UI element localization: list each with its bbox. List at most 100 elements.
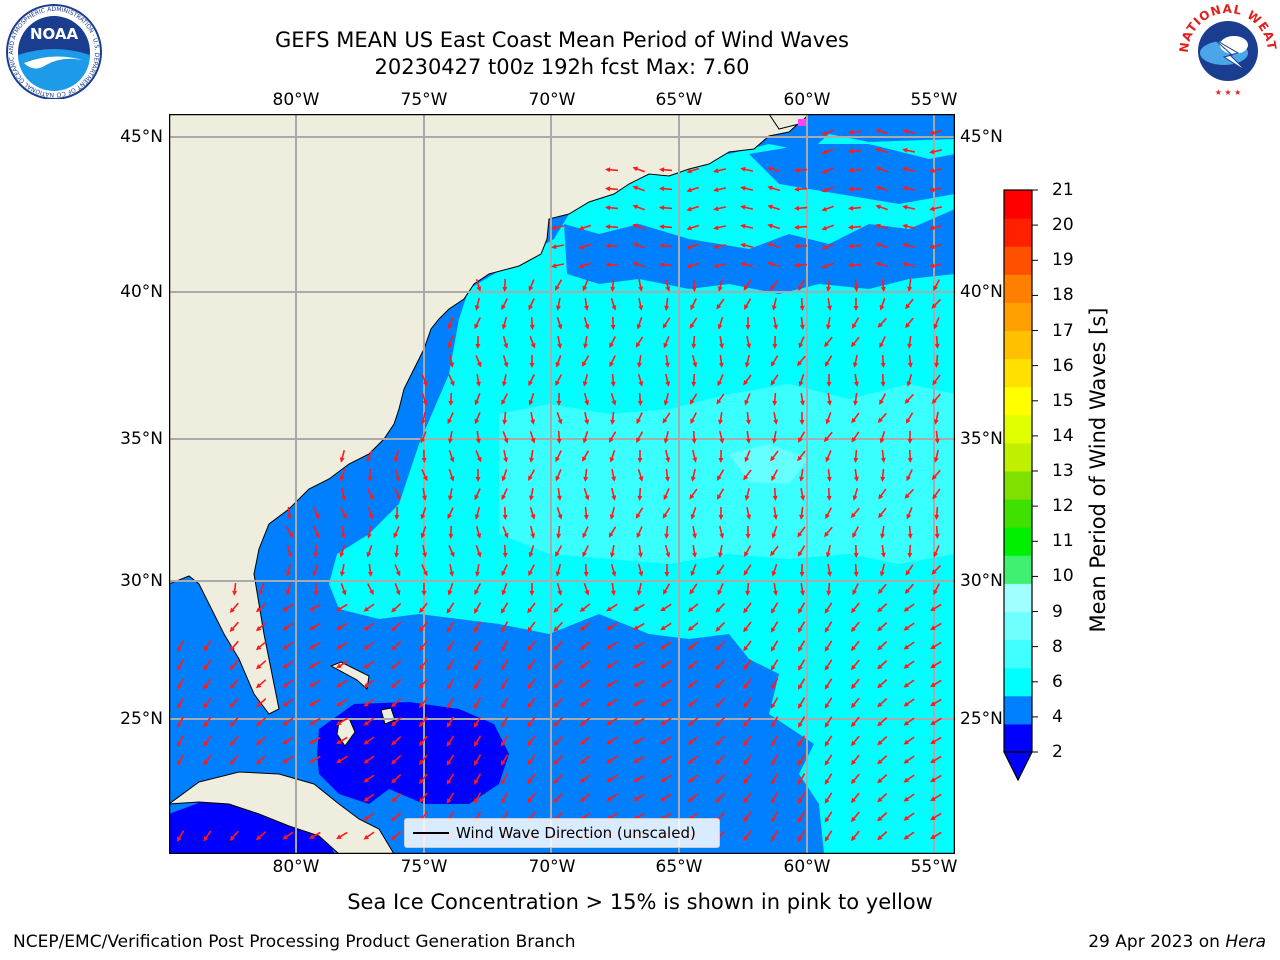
wave-direction-arrow (875, 242, 889, 249)
wave-direction-arrow (203, 697, 212, 709)
wave-direction-arrow (418, 716, 428, 728)
colorbar-band (1004, 358, 1032, 388)
wave-direction-arrow (770, 792, 779, 804)
colorbar-tick-label: 16 (1052, 355, 1074, 376)
wave-direction-arrow (446, 716, 455, 728)
nws-logo: NATIONAL WEATHER SERVICE ★ ★ ★ (1178, 1, 1278, 98)
wave-direction-arrow (743, 792, 752, 804)
wave-direction-arrow (474, 678, 482, 690)
wave-direction-arrow (797, 355, 806, 367)
wave-direction-arrow (229, 602, 239, 613)
wave-direction-arrow (527, 792, 536, 804)
colorbar-tick-label: 9 (1052, 601, 1063, 622)
wave-direction-arrow (743, 640, 752, 652)
wave-direction-arrow (799, 297, 805, 311)
wave-direction-arrow (903, 679, 915, 688)
wave-direction-arrow (611, 487, 617, 501)
wave-direction-arrow (930, 641, 942, 650)
wave-direction-arrow (663, 431, 669, 444)
wave-direction-arrow (556, 392, 562, 406)
wave-direction-arrow (203, 735, 212, 747)
wave-direction-arrow (662, 317, 671, 329)
lon-tick-bottom-60w: 60°W (783, 857, 831, 877)
wave-direction-arrow (713, 206, 727, 212)
wave-direction-arrow (904, 583, 914, 594)
wave-direction-arrow (824, 754, 833, 766)
wave-direction-arrow (877, 317, 887, 328)
wave-direction-arrow (255, 831, 267, 841)
map-legend: Wind Wave Direction (unscaled) (404, 818, 720, 848)
wave-direction-arrow (743, 678, 752, 690)
wave-direction-arrow (529, 449, 534, 463)
wave-direction-arrow (852, 354, 858, 368)
wave-direction-arrow (824, 735, 833, 747)
wave-direction-arrow (905, 564, 914, 576)
wave-direction-arrow (555, 450, 562, 463)
wave-direction-arrow (798, 716, 806, 728)
wave-direction-arrow (584, 297, 589, 311)
wave-direction-arrow (282, 698, 294, 707)
wave-direction-arrow (446, 773, 455, 785)
wave-direction-arrow (502, 278, 508, 292)
wave-direction-arrow (798, 621, 806, 633)
wave-direction-arrow (877, 698, 888, 708)
wave-direction-arrow (637, 563, 644, 577)
lon-tick-top-55w: 55°W (910, 90, 958, 110)
wave-direction-arrow (905, 317, 914, 329)
sea-ice-note: Sea Ice Concentration > 15% is shown in … (347, 890, 933, 914)
wave-direction-arrow (363, 603, 375, 612)
colorbar-tick-label: 2 (1052, 742, 1063, 762)
wave-direction-arrow (794, 243, 808, 249)
wave-direction-arrow (557, 335, 562, 349)
wave-direction-arrow (229, 830, 239, 841)
wave-direction-arrow (794, 224, 808, 230)
noaa-logo: NATIONAL OCEANIC AND ATMOSPHERIC ADMINIS… (4, 3, 102, 99)
wave-direction-arrow (662, 412, 671, 424)
wave-direction-arrow (824, 830, 833, 842)
wave-direction-arrow (632, 261, 645, 268)
wave-direction-arrow (931, 564, 942, 575)
wave-direction-arrow (902, 147, 916, 153)
wave-direction-arrow (798, 792, 806, 804)
wave-direction-arrow (821, 167, 834, 174)
wave-direction-arrow (880, 544, 886, 558)
wave-direction-arrow (309, 622, 321, 630)
wave-direction-arrow (447, 583, 454, 596)
wave-direction-arrow (686, 243, 700, 250)
wave-direction-arrow (934, 506, 940, 520)
wave-direction-arrow (475, 450, 482, 463)
wave-direction-arrow (446, 792, 455, 804)
wave-direction-arrow (176, 716, 185, 728)
sea-ice-marker (798, 119, 806, 126)
wave-direction-arrow (391, 660, 402, 670)
wave-direction-arrow (665, 449, 671, 463)
wave-direction-arrow (931, 298, 942, 309)
wave-direction-arrow (797, 545, 806, 557)
wave-direction-arrow (391, 698, 402, 708)
lon-tick-bottom-75w: 75°W (400, 857, 448, 877)
wave-direction-arrow (501, 393, 509, 406)
wave-direction-arrow (715, 697, 726, 708)
lat-tick-left-35n: 35°N (120, 429, 163, 449)
wave-direction-arrow (902, 242, 916, 248)
colorbar-tick-label: 6 (1052, 671, 1063, 692)
wave-direction-arrow (877, 831, 888, 841)
wave-direction-arrow (930, 831, 942, 840)
wave-direction-arrow (902, 204, 916, 210)
wave-direction-arrow (502, 411, 508, 425)
colorbar-tick-label: 18 (1052, 285, 1074, 306)
wave-direction-arrow (633, 660, 645, 668)
wave-direction-arrow (475, 278, 482, 292)
wave-direction-arrow (637, 373, 644, 387)
wave-direction-arrow (501, 583, 508, 596)
lon-tick-top-60w: 60°W (783, 90, 831, 110)
wave-direction-arrow (553, 678, 564, 689)
wave-direction-arrow (500, 792, 509, 804)
wave-direction-arrow (692, 525, 697, 539)
wave-direction-arrow (798, 336, 805, 349)
wave-direction-arrow (821, 129, 834, 136)
wave-direction-arrow (877, 412, 887, 423)
wave-direction-arrow (609, 506, 616, 520)
wave-direction-arrow (772, 392, 778, 406)
wave-direction-arrow (744, 488, 750, 501)
